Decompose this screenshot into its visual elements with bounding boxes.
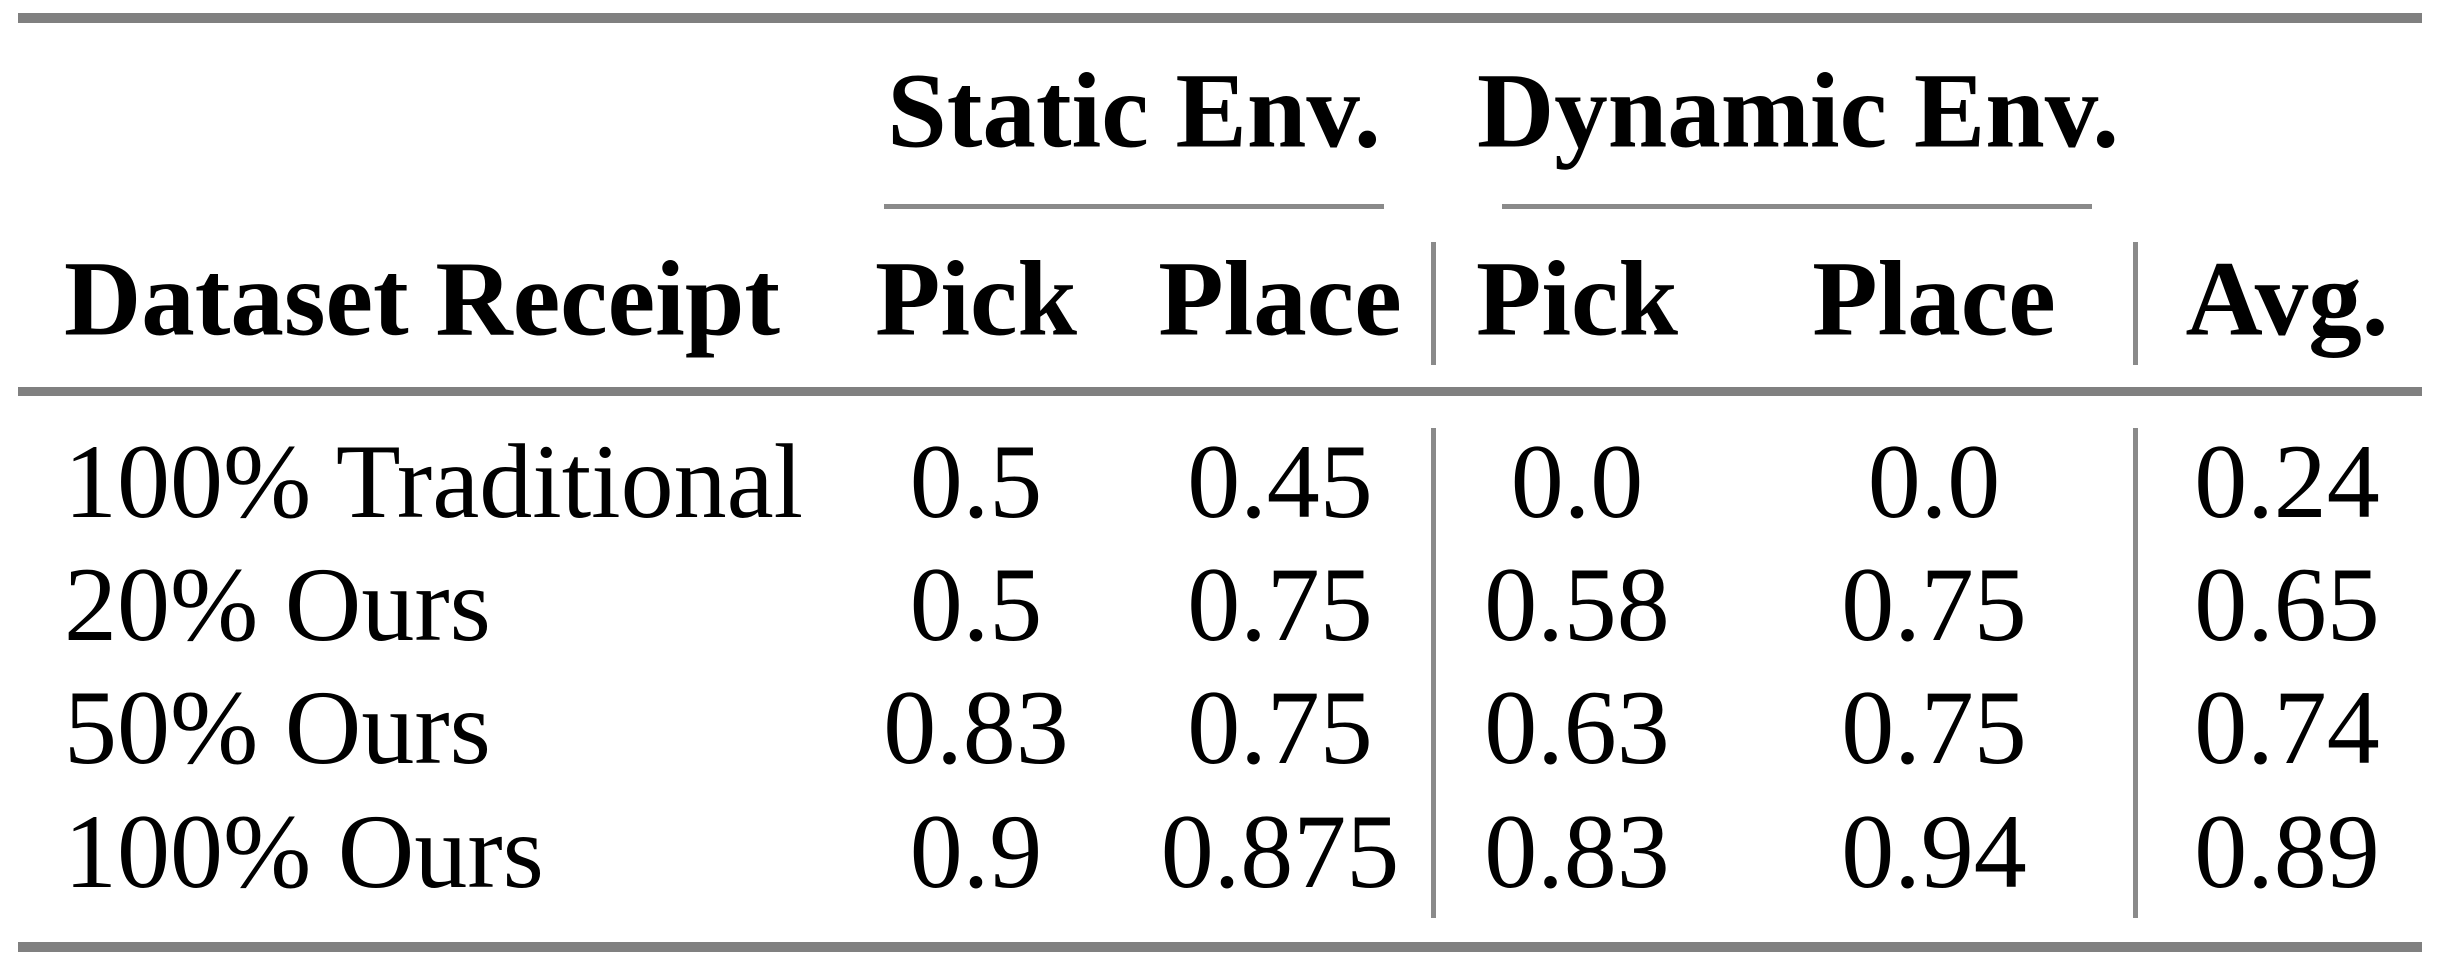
row-label: 100% Ours (64, 793, 544, 910)
cell-dynamic-pick: 0.58 (1484, 546, 1670, 663)
cell-dynamic-pick: 0.83 (1484, 793, 1670, 910)
cell-avg: 0.24 (2194, 423, 2380, 540)
col-header-static-pick: Pick (874, 240, 1078, 359)
cell-dynamic-place: 0.0 (1867, 423, 2001, 540)
col-header-dataset-receipt: Dataset Receipt (64, 240, 781, 359)
col-header-static-place: Place (1158, 240, 1402, 359)
column-separator-static-dynamic-header (1431, 242, 1436, 365)
cell-static-pick: 0.9 (909, 793, 1043, 910)
cell-avg: 0.65 (2194, 546, 2380, 663)
cmidrule-dynamic-env (1502, 204, 2092, 209)
row-label: 100% Traditional (64, 423, 804, 540)
group-header-dynamic-env: Dynamic Env. (1476, 52, 2120, 171)
table-header-rule (18, 387, 2422, 396)
column-separator-static-dynamic-body (1431, 428, 1436, 918)
cell-dynamic-place: 0.75 (1841, 669, 2027, 786)
table-top-rule (18, 13, 2422, 23)
cell-static-place: 0.45 (1187, 423, 1373, 540)
row-label: 20% Ours (64, 546, 491, 663)
cell-avg: 0.74 (2194, 669, 2380, 786)
table-bottom-rule (18, 942, 2422, 952)
col-header-avg: Avg. (2185, 240, 2389, 359)
cell-dynamic-pick: 0.63 (1484, 669, 1670, 786)
cell-dynamic-pick: 0.0 (1510, 423, 1644, 540)
row-label: 50% Ours (64, 669, 491, 786)
cmidrule-static-env (884, 204, 1384, 209)
cell-static-place: 0.75 (1187, 669, 1373, 786)
cell-dynamic-place: 0.94 (1841, 793, 2027, 910)
cell-static-pick: 0.83 (883, 669, 1069, 786)
cell-dynamic-place: 0.75 (1841, 546, 2027, 663)
cell-static-pick: 0.5 (909, 423, 1043, 540)
cell-static-place: 0.875 (1160, 793, 1400, 910)
column-separator-dynamic-avg-body (2133, 428, 2138, 918)
cell-static-place: 0.75 (1187, 546, 1373, 663)
cell-avg: 0.89 (2194, 793, 2380, 910)
col-header-dynamic-place: Place (1812, 240, 2056, 359)
cell-static-pick: 0.5 (909, 546, 1043, 663)
group-header-static-env: Static Env. (887, 52, 1381, 171)
col-header-dynamic-pick: Pick (1475, 240, 1679, 359)
column-separator-dynamic-avg-header (2133, 242, 2138, 365)
